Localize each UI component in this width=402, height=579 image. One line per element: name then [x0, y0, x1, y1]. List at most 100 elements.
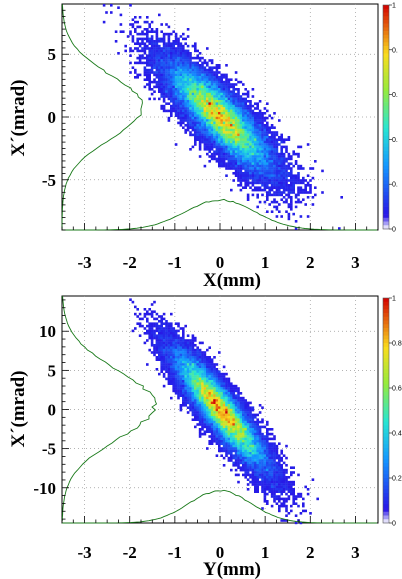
density-cell: [294, 181, 298, 185]
density-cell: [261, 483, 264, 486]
density-cell: [244, 112, 247, 115]
density-cell: [263, 488, 267, 491]
density-cell: [297, 174, 300, 177]
density-cell: [261, 133, 264, 137]
density-cell: [201, 408, 204, 412]
density-cell: [150, 339, 154, 342]
density-cell: [165, 377, 168, 381]
density-cell: [177, 85, 180, 89]
y-axis-label: X´(mrad): [8, 370, 29, 447]
density-cell: [299, 495, 303, 498]
density-cell: [189, 119, 192, 122]
density-cell: [246, 131, 250, 134]
density-cell: [148, 73, 151, 77]
density-cell: [146, 28, 149, 31]
density-cell: [227, 160, 231, 163]
density-cell: [227, 157, 231, 161]
density-cell: [196, 131, 199, 134]
density-cell: [282, 157, 286, 161]
density-cell: [210, 399, 214, 402]
density-cell: [167, 346, 171, 349]
density-cell: [201, 358, 204, 361]
density-cell: [201, 140, 204, 144]
density-cell: [215, 442, 219, 445]
density-cell: [261, 444, 264, 448]
density-cell: [244, 401, 247, 405]
density-cell: [167, 80, 171, 84]
density-cell: [218, 90, 221, 93]
density-cell: [218, 150, 221, 153]
density-cell: [196, 406, 199, 409]
density-cell: [273, 140, 276, 144]
density-cell: [230, 155, 233, 158]
density-cell: [198, 90, 202, 93]
density-cell: [273, 492, 276, 496]
density-cell: [266, 136, 269, 139]
density-cell: [215, 375, 219, 378]
colorbar-segment: [383, 339, 389, 344]
density-cell: [213, 377, 216, 381]
density-cell: [254, 466, 257, 469]
density-cell: [232, 116, 235, 120]
density-cell: [182, 95, 185, 98]
density-cell: [275, 495, 279, 498]
density-cell: [218, 389, 221, 393]
density-cell: [237, 437, 240, 441]
density-cell: [206, 92, 209, 96]
density-cell: [249, 442, 252, 445]
density-cell: [225, 413, 228, 417]
density-cell: [244, 97, 247, 101]
density-cell: [208, 430, 211, 433]
density-cell: [186, 85, 190, 89]
density-cell: [218, 80, 221, 84]
density-cell: [196, 389, 199, 393]
density-cell: [290, 155, 293, 158]
density-cell: [201, 406, 204, 409]
density-cell: [213, 116, 216, 120]
density-cell: [234, 107, 238, 110]
density-cell: [234, 136, 238, 139]
density-cell: [196, 418, 199, 421]
density-cell: [167, 375, 171, 378]
density-cell: [206, 394, 209, 397]
density-cell: [254, 471, 257, 474]
density-cell: [143, 49, 147, 53]
density-cell: [251, 478, 255, 481]
density-cell: [242, 126, 245, 129]
density-cell: [170, 368, 173, 371]
colorbar-segment: [383, 466, 389, 471]
density-cell: [165, 344, 168, 347]
density-cell: [239, 442, 243, 445]
density-cell: [282, 485, 286, 489]
density-cell: [266, 447, 269, 450]
density-cell: [261, 507, 264, 510]
density-cell: [194, 389, 197, 393]
density-cell: [222, 365, 226, 369]
density-cell: [158, 54, 161, 57]
density-cell: [249, 152, 252, 156]
density-cell: [191, 396, 195, 400]
density-cell: [160, 353, 163, 357]
density-cell: [201, 411, 204, 414]
density-cell: [218, 119, 221, 122]
beam-density-heatmap: [102, 4, 343, 230]
density-cell: [177, 346, 180, 349]
density-cell: [275, 485, 279, 489]
density-cell: [191, 336, 195, 340]
density-cell: [230, 162, 233, 165]
density-cell: [186, 384, 190, 388]
density-cell: [160, 23, 163, 26]
density-cell: [213, 155, 216, 158]
density-cell: [186, 61, 190, 65]
density-cell: [275, 133, 279, 137]
density-cell: [282, 519, 286, 522]
density-cell: [179, 59, 183, 62]
density-cell: [196, 73, 199, 77]
density-cell: [230, 90, 233, 93]
density-cell: [249, 174, 252, 177]
density-cell: [239, 107, 243, 110]
density-cell: [172, 100, 175, 103]
density-cell: [203, 145, 207, 149]
density-cell: [210, 387, 214, 390]
density-cell: [213, 401, 216, 405]
